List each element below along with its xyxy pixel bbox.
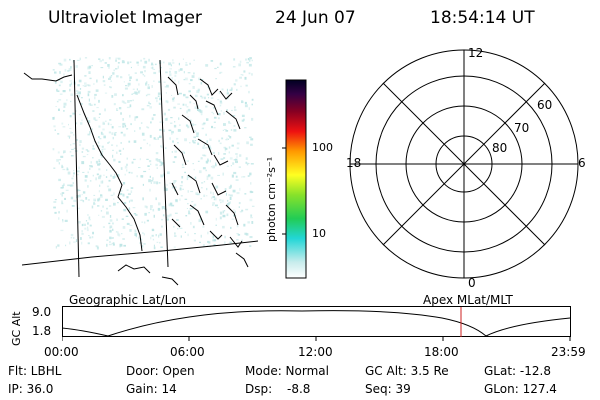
mlt-label-12: 12 (468, 46, 484, 60)
coastlines (23, 72, 249, 286)
seq-info: Seq: 39 (365, 382, 411, 396)
glon-info: GLon: 127.4 (484, 382, 557, 396)
alt-ylabel: GC Alt (10, 311, 23, 346)
mlt-label-18: 18 (346, 156, 362, 170)
door-info: Door: Open (126, 364, 195, 378)
colorbar-unit-label: photon cm⁻²s⁻¹ (265, 156, 278, 242)
colorbar (282, 79, 307, 279)
meridian-line (159, 59, 169, 268)
altitude-plot-frame (62, 306, 571, 337)
lat-label-60: 60 (537, 98, 553, 112)
alt-xtick-2359: 23:59 (551, 345, 586, 359)
date-label: 24 Jun 07 (275, 8, 356, 28)
colorbar-tick-100: 100 (312, 141, 333, 154)
lat-label-80: 80 (492, 141, 508, 155)
filter-info: Flt: LBHL (8, 364, 62, 378)
gain-info: Gain: 14 (126, 382, 177, 396)
mlt-label-0: 0 (468, 276, 476, 290)
alt-ytick-min: 1.8 (32, 324, 52, 338)
glat-info: GLat: -12.8 (484, 364, 551, 378)
colorbar-gradient (285, 79, 307, 279)
uv-emission-speckles (52, 57, 255, 250)
altitude-curve (62, 310, 571, 337)
gc-alt-info: GC Alt: 3.5 Re (365, 364, 449, 378)
parallel-line (22, 240, 258, 266)
geographic-image-panel (22, 57, 258, 286)
colorbar-tick-10: 10 (312, 227, 326, 240)
lat-label-70: 70 (514, 121, 530, 135)
mlt-label-6: 6 (578, 156, 586, 170)
mlt-line-diag (382, 82, 546, 246)
alt-xtick-1800: 18:00 (424, 345, 459, 359)
alt-xtick-1200: 12:00 (298, 345, 333, 359)
apex-label: Apex MLat/MLT (423, 293, 513, 307)
dsp-value: -8.8 (287, 382, 311, 396)
mode-info: Mode: Normal (245, 364, 329, 378)
alt-xtick-0000: 00:00 (44, 345, 79, 359)
instrument-title: Ultraviolet Imager (48, 8, 202, 28)
alt-ytick-max: 9.0 (32, 305, 52, 319)
geographic-label: Geographic Lat/Lon (69, 293, 187, 307)
alt-xtick-0600: 06:00 (170, 345, 205, 359)
ip-info: IP: 36.0 (8, 382, 54, 396)
dsp-label: Dsp: (245, 382, 273, 396)
polar-plot (349, 49, 579, 279)
time-label: 18:54:14 UT (430, 8, 535, 28)
altitude-plot (62, 306, 571, 341)
meridian-line (73, 59, 80, 278)
